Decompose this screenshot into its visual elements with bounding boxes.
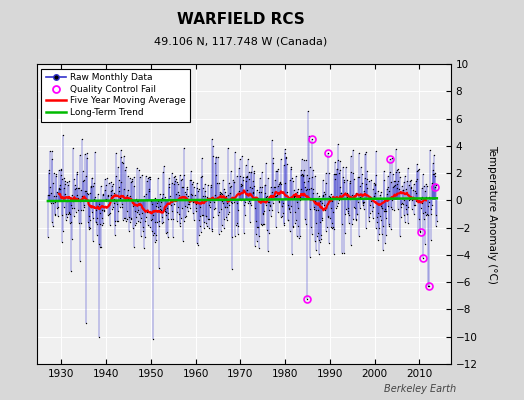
Y-axis label: Temperature Anomaly (°C): Temperature Anomaly (°C) <box>487 144 497 284</box>
Legend: Raw Monthly Data, Quality Control Fail, Five Year Moving Average, Long-Term Tren: Raw Monthly Data, Quality Control Fail, … <box>41 68 190 122</box>
Text: 49.106 N, 117.748 W (Canada): 49.106 N, 117.748 W (Canada) <box>155 36 328 46</box>
Text: WARFIELD RCS: WARFIELD RCS <box>177 12 305 27</box>
Text: Berkeley Earth: Berkeley Earth <box>384 384 456 394</box>
